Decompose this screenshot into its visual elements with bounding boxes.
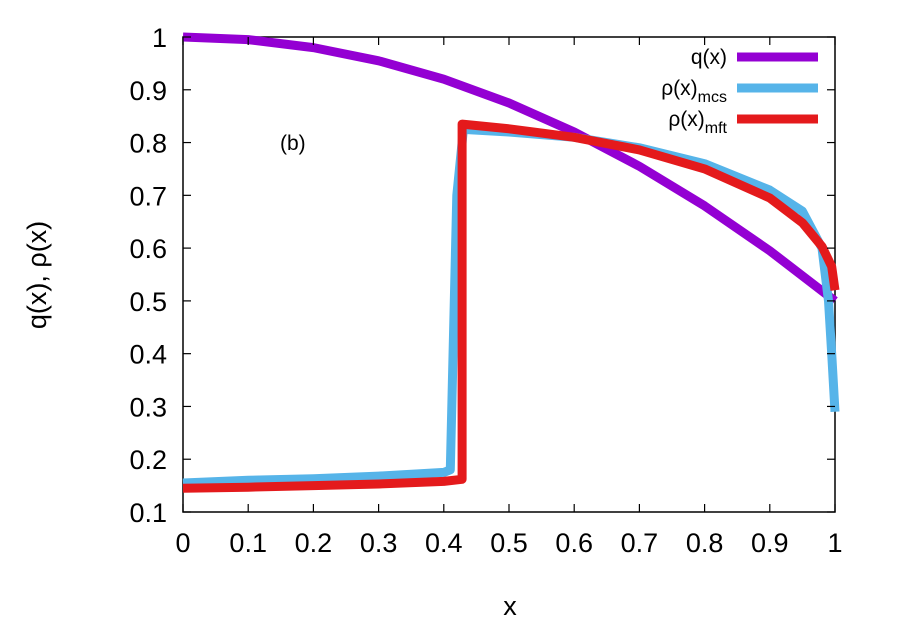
x-tick-label: 0.7: [621, 528, 659, 558]
legend-label-main: q(x): [691, 46, 727, 69]
x-tick-label: 0.1: [229, 528, 267, 558]
y-tick-label: 0.1: [129, 498, 167, 528]
legend-label-2: ρ(x)mft: [668, 108, 727, 137]
series-line-0: [182, 32, 838, 305]
annotation-label: (b): [280, 132, 306, 155]
x-tick-label: 0.4: [425, 528, 463, 558]
series-layer: [182, 32, 840, 493]
legend-label-subscript: mft: [705, 120, 728, 137]
x-tick-label: 0.8: [686, 528, 724, 558]
y-tick-label: 0.9: [129, 76, 167, 106]
legend-label-subscript: mcs: [698, 89, 727, 106]
plot-area: 0 0.1 0.2 0.3 0.4 0.5 0.6 0.7 0.8 0.9 1 0.1 0.2 0.3 0.…: [129, 23, 842, 558]
y-tick-label: 0.7: [129, 181, 167, 211]
x-tick-label: 1: [827, 528, 842, 558]
legend-label-main: ρ(x): [661, 77, 697, 100]
y-axis-label: q(x), ρ(x): [22, 221, 52, 329]
ticks-layer: 0 0.1 0.2 0.3 0.4 0.5 0.6 0.7 0.8 0.9 1 0.1 0.2 0.3 0.…: [129, 23, 842, 558]
plot-frame: [182, 36, 836, 513]
x-tick-label: 0.2: [295, 528, 333, 558]
y-tick-label: 1: [152, 23, 167, 53]
x-tick-label: 0.6: [555, 528, 593, 558]
x-axis-label: x: [503, 591, 517, 621]
x-tick-label: 0.5: [490, 528, 528, 558]
x-tick-label: 0: [175, 528, 190, 558]
series-line-2: [182, 119, 840, 493]
legend-label-main: ρ(x): [668, 108, 704, 131]
y-tick-label: 0.4: [129, 340, 167, 370]
y-tick-label: 0.3: [129, 392, 167, 422]
x-tick-label: 0.3: [360, 528, 398, 558]
x-tick-label: 0.9: [751, 528, 789, 558]
y-tick-label: 0.5: [129, 287, 167, 317]
y-tick-label: 0.8: [129, 129, 167, 159]
legend-label-1: ρ(x)mcs: [661, 77, 727, 106]
y-tick-label: 0.2: [129, 445, 167, 475]
legend-label-0: q(x): [691, 46, 727, 69]
y-tick-label: 0.6: [129, 234, 167, 264]
